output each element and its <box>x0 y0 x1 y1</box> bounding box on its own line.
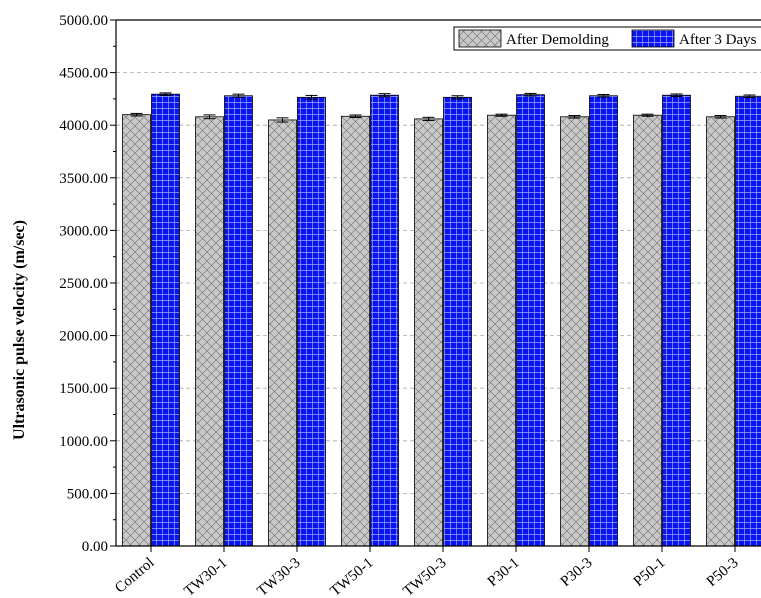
legend-label-after-3-days: After 3 Days <box>679 32 757 48</box>
x-tick-label: P30-3 <box>558 555 596 590</box>
bar-p30-1-after-3-days <box>516 94 545 547</box>
bar-control-after-3-days <box>151 93 180 547</box>
x-tick-label: P30-1 <box>485 555 523 590</box>
legend: After Demolding After 3 Days <box>453 26 761 51</box>
y-tick-label: 3500.00 <box>59 171 108 187</box>
y-tick-label: 5000.00 <box>59 13 108 29</box>
bar-p50-3-after-3-days <box>735 95 761 547</box>
x-tick-label: P50-1 <box>631 555 669 590</box>
bar-p30-1-after-demolding <box>487 114 516 547</box>
y-tick-label: 2000.00 <box>59 329 108 345</box>
bar-tw30-3-after-3-days <box>297 96 326 547</box>
bar-tw50-1-after-demolding <box>341 115 370 547</box>
y-tick-label: 4500.00 <box>59 66 108 82</box>
bar-tw50-3-after-3-days <box>443 96 472 547</box>
y-tick-label: 4000.00 <box>59 118 108 134</box>
bar-tw30-3-after-demolding <box>268 119 297 547</box>
bar-p30-3-after-3-days <box>589 95 618 547</box>
x-tick-label: Control <box>112 555 157 597</box>
x-tick-label: TW30-1 <box>181 555 230 598</box>
bar-tw50-1-after-3-days <box>370 94 399 547</box>
x-tick-label: TW50-3 <box>400 555 449 598</box>
legend-swatch-after-3-days <box>631 29 675 48</box>
bar-p50-1-after-3-days <box>662 94 691 547</box>
bar-tw50-3-after-demolding <box>414 118 443 547</box>
bars <box>122 92 761 547</box>
axes <box>110 19 761 552</box>
y-tick-label: 2500.00 <box>59 276 108 292</box>
bar-p30-3-after-demolding <box>560 116 589 547</box>
bar-tw30-1-after-demolding <box>195 116 224 547</box>
x-tick-label: TW30-3 <box>254 555 303 598</box>
y-tick-label: 1500.00 <box>59 381 108 397</box>
y-axis-label: Ultrasonic pulse velocity (m/sec) <box>11 220 28 440</box>
x-tick-label: TW50-1 <box>327 555 376 598</box>
x-tick-label: P50-3 <box>704 555 742 590</box>
bar-p50-3-after-demolding <box>706 116 735 547</box>
legend-label-after-demolding: After Demolding <box>506 32 609 48</box>
bar-control-after-demolding <box>122 114 151 547</box>
legend-frame <box>453 26 761 51</box>
legend-swatch-after-demolding <box>458 29 502 48</box>
bar-p50-1-after-demolding <box>633 114 662 547</box>
bar-tw30-1-after-3-days <box>224 95 253 547</box>
y-tick-label: 3000.00 <box>59 223 108 239</box>
y-tick-label: 1000.00 <box>59 434 108 450</box>
y-tick-label: 0.00 <box>82 539 108 555</box>
y-tick-label: 500.00 <box>67 486 108 502</box>
